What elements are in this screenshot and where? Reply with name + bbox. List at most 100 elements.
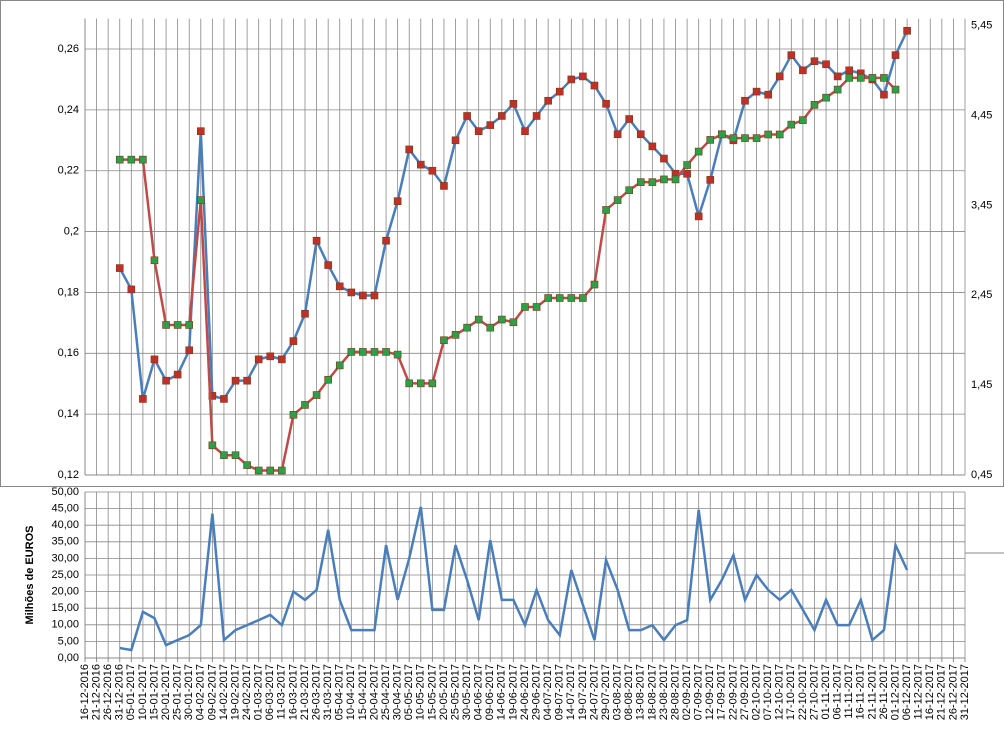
marker: [521, 303, 529, 311]
marker: [590, 81, 599, 90]
x-tick-label: 20-04-2017: [368, 664, 380, 720]
y-tick-label: 5,00: [58, 635, 79, 647]
y2-tick-label: 4,45: [971, 110, 992, 122]
marker: [752, 134, 761, 142]
marker: [347, 288, 356, 297]
marker: [474, 315, 483, 324]
marker: [752, 87, 761, 96]
marker: [880, 74, 888, 82]
x-tick-label: 27-10-2017: [808, 664, 820, 720]
x-tick-label: 07-10-2017: [762, 664, 774, 720]
x-tick-label: 18-08-2017: [646, 664, 658, 720]
marker: [428, 379, 437, 388]
x-tick-label: 30-01-2017: [183, 664, 195, 720]
y2-tick-label: 0,45: [971, 469, 992, 481]
x-tick-label: 08-08-2017: [623, 664, 635, 720]
marker: [636, 178, 645, 186]
y-tick-label: 15,00: [51, 602, 79, 614]
x-tick-label: 29-06-2017: [530, 664, 542, 720]
x-tick-label: 15-01-2017: [148, 664, 160, 720]
x-tick-label: 16-11-2017: [855, 664, 867, 719]
x-tick-label: 10-05-2017: [415, 664, 427, 720]
marker: [567, 294, 576, 302]
marker: [555, 294, 564, 302]
x-tick-label: 07-09-2017: [693, 664, 705, 720]
x-tick-label: 21-12-2017: [936, 664, 948, 720]
marker: [243, 461, 251, 469]
marker: [602, 99, 610, 108]
x-tick-label: 29-07-2017: [600, 664, 612, 720]
x-tick-label: 24-07-2017: [588, 664, 600, 720]
marker: [196, 127, 205, 135]
marker: [706, 136, 715, 144]
marker: [428, 166, 437, 175]
x-tick-label: 06-12-2017: [901, 664, 913, 720]
y-tick-label: 0,14: [58, 408, 79, 420]
y-tick-label: 10,00: [51, 619, 79, 631]
x-tick-label: 26-12-2016: [102, 664, 114, 720]
marker: [845, 66, 854, 75]
marker: [382, 348, 390, 356]
x-tick-label: 09-06-2017: [484, 664, 496, 720]
y-tick-label: 50,00: [51, 486, 79, 498]
marker: [301, 401, 309, 409]
marker: [498, 315, 506, 324]
x-tick-label: 14-06-2017: [496, 664, 508, 720]
marker: [359, 348, 367, 356]
x-tick-label: 06-11-2017: [832, 664, 844, 719]
marker: [729, 134, 738, 142]
marker: [903, 26, 911, 35]
x-tick-label: 19-07-2017: [577, 664, 589, 720]
marker: [347, 348, 356, 356]
marker: [532, 303, 541, 311]
marker: [706, 176, 715, 184]
marker: [833, 72, 842, 81]
x-tick-label: 31-03-2017: [322, 664, 334, 720]
x-tick-label: 17-10-2017: [785, 664, 797, 720]
marker: [440, 182, 448, 190]
x-tick-label: 20-05-2017: [438, 664, 450, 720]
marker: [498, 112, 506, 120]
marker: [694, 147, 703, 156]
marker: [613, 196, 622, 204]
marker: [416, 379, 425, 388]
marker: [185, 346, 194, 355]
marker: [544, 96, 552, 105]
marker: [741, 96, 749, 105]
y-tick-label: 0,2: [64, 225, 79, 237]
marker: [880, 90, 888, 99]
x-tick-label: 14-02-2017: [218, 664, 230, 720]
marker: [648, 178, 657, 186]
marker: [370, 291, 379, 300]
x-tick-label: 19-06-2017: [507, 664, 519, 720]
x-tick-label: 04-02-2017: [195, 664, 207, 720]
x-tick-label: 15-05-2017: [426, 664, 438, 720]
x-tick-label: 05-04-2017: [334, 664, 346, 720]
marker: [822, 60, 830, 69]
marker: [335, 282, 344, 291]
x-tick-label: 10-04-2017: [345, 664, 357, 720]
x-tick-label: 30-05-2017: [461, 664, 473, 720]
marker: [648, 142, 657, 151]
marker: [150, 256, 159, 265]
x-tick-label: 09-02-2017: [206, 664, 218, 720]
marker: [764, 90, 772, 99]
marker: [822, 93, 830, 102]
x-tick-label: 24-06-2017: [519, 664, 531, 720]
marker: [301, 309, 309, 318]
marker: [162, 321, 170, 329]
marker: [775, 130, 784, 139]
marker: [799, 116, 807, 124]
marker: [660, 154, 668, 163]
y-tick-label: 20,00: [51, 586, 79, 598]
marker: [810, 101, 819, 109]
x-tick-label: 04-07-2017: [542, 664, 554, 720]
marker: [567, 75, 576, 84]
x-tick-label: 10-01-2017: [137, 664, 149, 720]
x-tick-label: 21-11-2017: [866, 664, 878, 719]
x-tick-label: 16-12-2017: [924, 664, 936, 720]
marker: [405, 379, 414, 388]
marker: [127, 155, 136, 164]
y-tick-label: 25,00: [51, 569, 79, 581]
marker: [833, 85, 842, 94]
